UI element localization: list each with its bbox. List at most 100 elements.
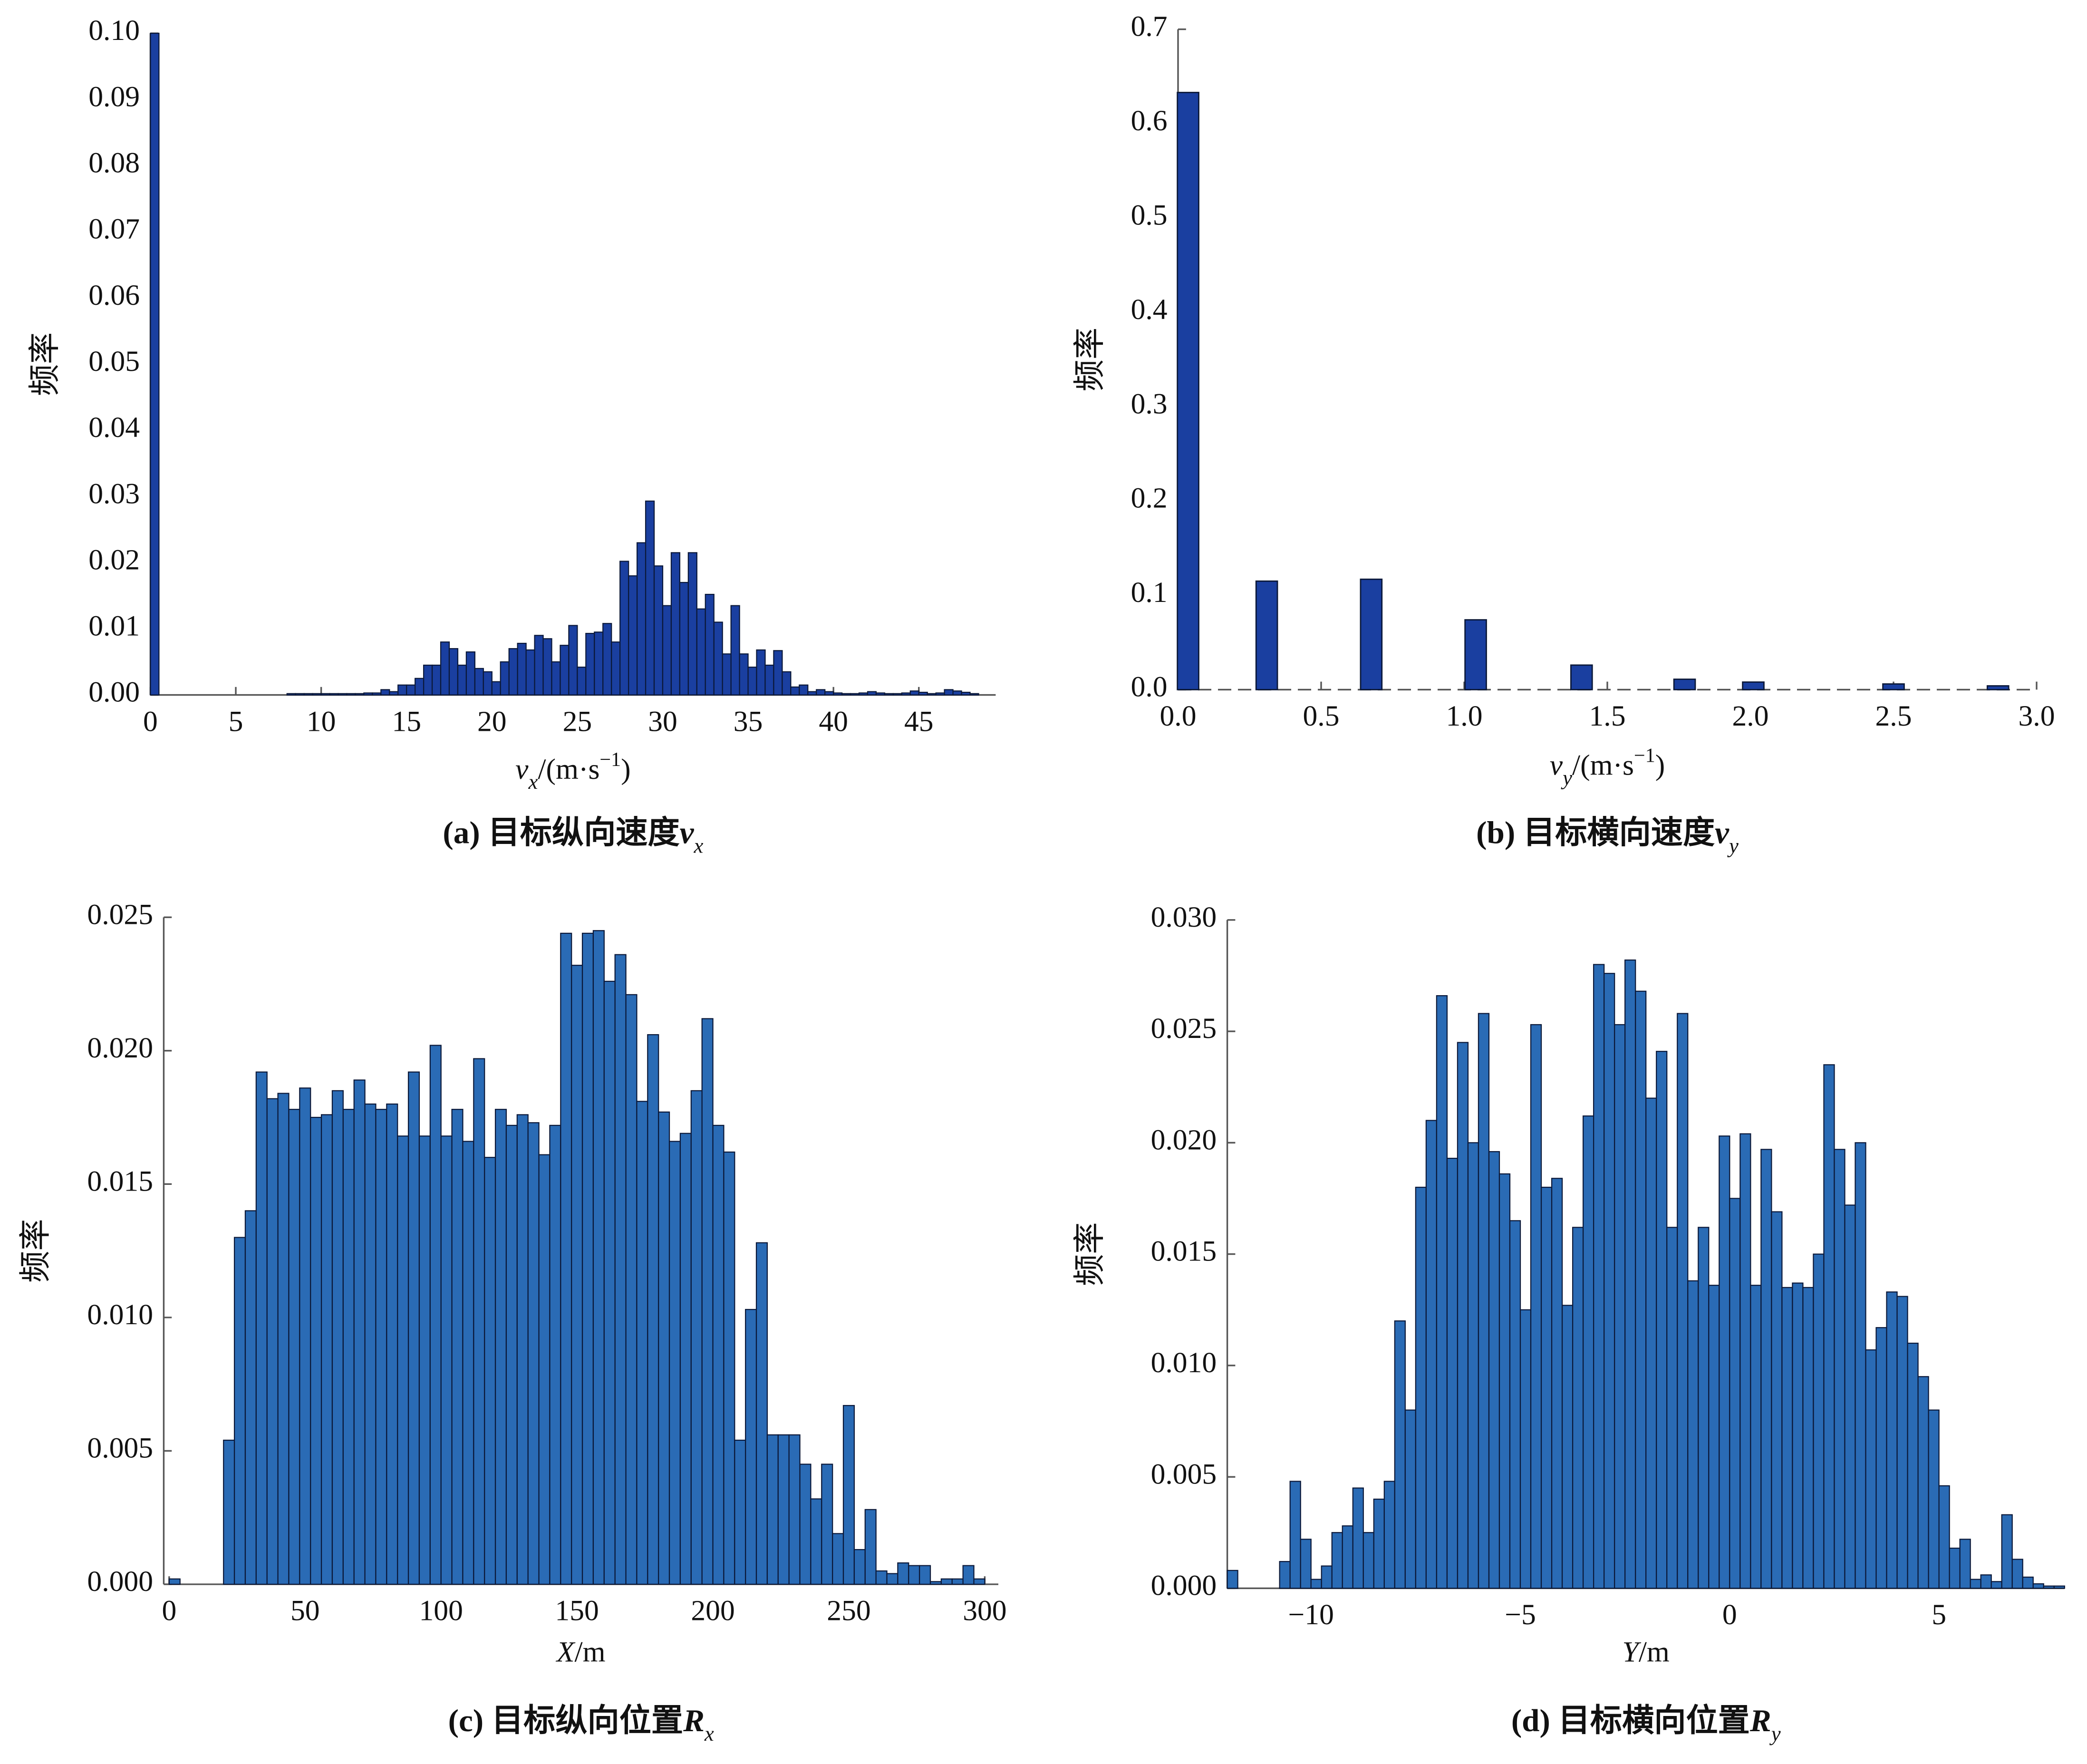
histogram-bar	[551, 661, 561, 696]
histogram-bar	[929, 1581, 942, 1585]
histogram-bar	[799, 684, 809, 696]
histogram-bar	[1519, 1309, 1532, 1589]
histogram-bar	[662, 605, 672, 696]
histogram-bar	[473, 1058, 485, 1585]
histogram-bar	[821, 1464, 833, 1585]
histogram-bar	[645, 500, 655, 696]
x-tick-label: 0.0	[1160, 700, 1197, 732]
caption-part: v	[1715, 815, 1730, 851]
histogram-bar	[668, 1141, 681, 1585]
histogram-bar	[1551, 1178, 1563, 1589]
histogram-bar	[687, 552, 697, 696]
caption-part: x	[704, 1722, 714, 1745]
y-tick-label: 0.02	[88, 543, 140, 576]
histogram-bar	[342, 1109, 355, 1585]
histogram-bar	[516, 1114, 529, 1585]
histogram-bar	[723, 1151, 735, 1585]
histogram-bar	[585, 633, 595, 696]
x-axis-label-part: /(m·s	[1572, 749, 1634, 782]
histogram-bar	[1488, 1151, 1500, 1589]
histogram-bar	[491, 681, 501, 696]
histogram-bar	[777, 1434, 790, 1585]
histogram-bar	[1362, 1532, 1374, 1589]
histogram-bar	[331, 1090, 344, 1585]
histogram-bar	[338, 693, 348, 696]
histogram-bar	[372, 692, 382, 696]
histogram-bar	[867, 691, 877, 696]
histogram-bar	[730, 605, 740, 696]
histogram-bar	[919, 1565, 931, 1585]
x-tick-label: −5	[1505, 1599, 1536, 1631]
histogram-bar	[782, 671, 792, 696]
x-axis-label-part: v	[515, 753, 529, 785]
histogram-bar	[527, 1122, 540, 1585]
histogram-bar	[1886, 1291, 1898, 1589]
histogram-bar	[909, 690, 919, 696]
histogram-bar	[1331, 1532, 1343, 1589]
histogram-bar	[500, 661, 510, 696]
histogram-bar	[386, 1103, 398, 1585]
histogram-bar	[423, 664, 433, 696]
x-axis-label-part: X	[555, 1636, 576, 1668]
histogram-bar	[474, 668, 484, 696]
histogram-bar	[2032, 1583, 2044, 1589]
histogram-bar	[901, 692, 911, 696]
bar	[1742, 681, 1765, 690]
histogram-bar	[310, 1116, 322, 1585]
x-tick-label: 300	[963, 1595, 1006, 1627]
histogram-bar	[448, 648, 459, 696]
y-tick-label: 0.005	[1151, 1458, 1217, 1490]
histogram-bar	[1624, 960, 1636, 1589]
histogram-bar	[850, 693, 860, 696]
histogram-bar	[935, 692, 945, 696]
histogram-bar	[969, 693, 979, 696]
histogram-bar	[581, 932, 594, 1585]
bar	[1570, 664, 1593, 690]
caption-part: (d) 目标横向位置	[1511, 1703, 1750, 1738]
y-axis-label: 频率	[26, 332, 63, 396]
histogram-bar	[1614, 1024, 1626, 1589]
histogram-bar	[1855, 1142, 1866, 1589]
histogram-bar	[233, 1237, 246, 1585]
x-tick-label: 2.5	[1875, 700, 1912, 732]
histogram-bar	[288, 1109, 300, 1585]
histogram-bar	[696, 608, 706, 696]
histogram-bar	[1907, 1342, 1919, 1589]
histogram-bar	[549, 1124, 561, 1585]
histogram-bar	[1980, 1574, 1992, 1589]
histogram-bar	[1802, 1287, 1814, 1589]
y-tick-label: 0.020	[87, 1032, 153, 1064]
y-tick-label: 0.6	[1131, 105, 1168, 137]
histogram-bar	[418, 1135, 431, 1585]
histogram-bar	[277, 1093, 290, 1585]
y-tick-label: 0.5	[1131, 199, 1168, 232]
histogram-bar	[619, 561, 629, 696]
histogram-bar	[1771, 1211, 1783, 1589]
histogram-bar	[1698, 1227, 1710, 1589]
histogram-bar	[1865, 1349, 1877, 1589]
histogram-bar	[897, 1562, 909, 1585]
histogram-bar	[841, 693, 851, 696]
histogram-bar	[625, 994, 638, 1585]
histogram-bar	[320, 693, 330, 696]
x-tick-label: 0.5	[1303, 700, 1340, 732]
histogram-bar	[1645, 1097, 1657, 1589]
histogram-bar	[1739, 1133, 1751, 1589]
histogram-bar	[853, 1549, 866, 1585]
histogram-bar	[397, 1135, 409, 1585]
histogram-bar	[833, 692, 843, 696]
histogram-bar	[653, 565, 664, 696]
y-tick-label: 0.010	[87, 1299, 153, 1331]
histogram-bar	[312, 693, 322, 696]
histogram-bar	[389, 691, 399, 696]
histogram-bar	[1729, 1198, 1741, 1589]
histogram-bar	[542, 638, 552, 696]
y-tick-label: 0.00	[88, 676, 140, 708]
y-tick-label: 0.08	[88, 146, 140, 179]
histogram-bar	[440, 1135, 453, 1585]
histogram-bar	[832, 1533, 844, 1585]
histogram-bar	[679, 582, 689, 696]
histogram-bar	[1540, 1186, 1553, 1589]
histogram-bar	[1949, 1547, 1961, 1589]
